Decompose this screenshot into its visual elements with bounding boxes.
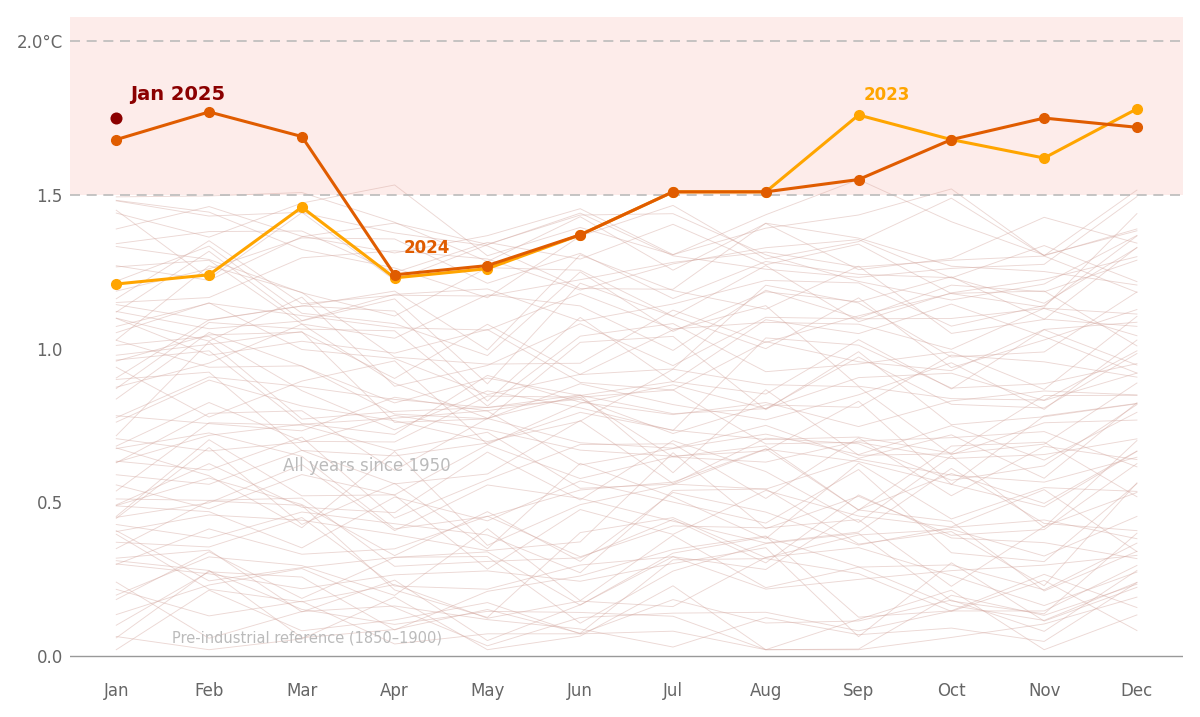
Point bbox=[107, 113, 126, 124]
Text: Jan 2025: Jan 2025 bbox=[130, 85, 226, 104]
Bar bbox=[70, 16, 1183, 195]
Text: All years since 1950: All years since 1950 bbox=[283, 457, 451, 475]
Text: 2023: 2023 bbox=[863, 85, 910, 104]
Text: 2024: 2024 bbox=[404, 239, 450, 257]
Text: Pre-industrial reference (1850–1900): Pre-industrial reference (1850–1900) bbox=[172, 630, 442, 645]
